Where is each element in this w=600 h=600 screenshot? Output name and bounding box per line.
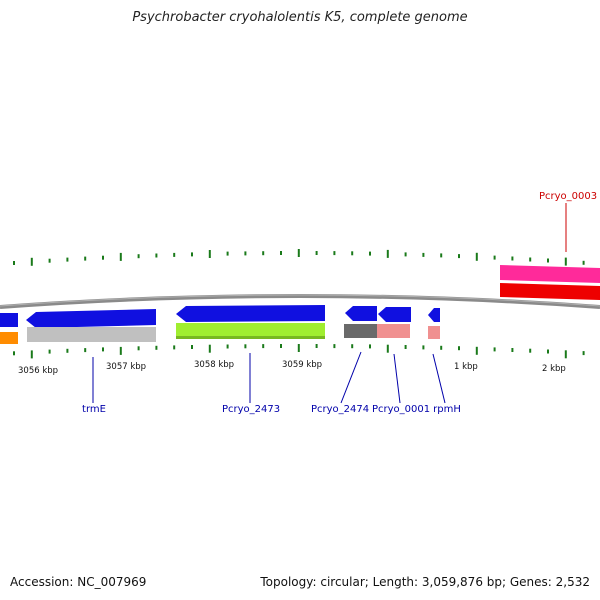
map-title: Psychrobacter cryohalolentis K5, complet… [132,10,468,25]
gene-feature-red [500,283,600,300]
gene-feature-green-shade [176,336,325,339]
gene-label-Pcryo_2473: Pcryo_2473 [222,404,280,415]
gene-feature-Pcryo_0001 [378,307,411,322]
scale-label-3056: 3056 kbp [18,366,58,376]
gene-label-Pcryo_0003: Pcryo_0003 [539,191,597,202]
leader-Pcryo_2474 [340,351,362,404]
gene-label-trmE: trmE [82,404,106,415]
leader-rpmH [432,353,446,404]
scale-label-3057: 3057 kbp [106,362,146,372]
gene-feature-Pcryo_0003 [500,265,600,283]
leader-Pcryo_0001 [393,353,401,404]
gene-feature-gray [27,327,156,342]
outer-tick-marks [13,249,585,266]
summary-text: Topology: circular; Length: 3,059,876 bp… [260,575,590,589]
inner-tick-marks [13,344,585,359]
gene-label-Pcryo_0001: Pcryo_0001 [372,404,430,415]
gene-feature-darkgray [344,324,377,338]
backbone-arc [0,294,600,309]
scale-labels: 3056 kbp 3057 kbp 3058 kbp 3059 kbp 1 kb… [18,360,566,376]
gene-feature-rpmH [428,308,440,322]
gene-feature-pink-small [428,326,440,339]
gene-features [0,265,600,344]
scale-label-2: 2 kbp [542,364,566,374]
gene-feature-left-blue [0,313,18,327]
gene-feature-green [176,323,325,339]
gene-labels: trmE Pcryo_2473 Pcryo_2474 Pcryo_0001 rp… [82,191,597,415]
gene-feature-left-orange [0,332,18,344]
backbone-arc-highlight [0,294,600,307]
gene-label-rpmH: rpmH [433,404,461,415]
gene-feature-pink [377,324,410,338]
gene-feature-Pcryo_2474 [345,306,377,321]
label-leaders [92,203,567,404]
scale-label-3059: 3059 kbp [282,360,322,370]
scale-label-1: 1 kbp [454,362,478,372]
gene-feature-trmE [26,309,156,328]
scale-label-3058: 3058 kbp [194,360,234,370]
accession-text: Accession: NC_007969 [10,575,147,589]
gene-feature-Pcryo_2473 [176,305,325,322]
gene-label-Pcryo_2474: Pcryo_2474 [311,404,369,415]
